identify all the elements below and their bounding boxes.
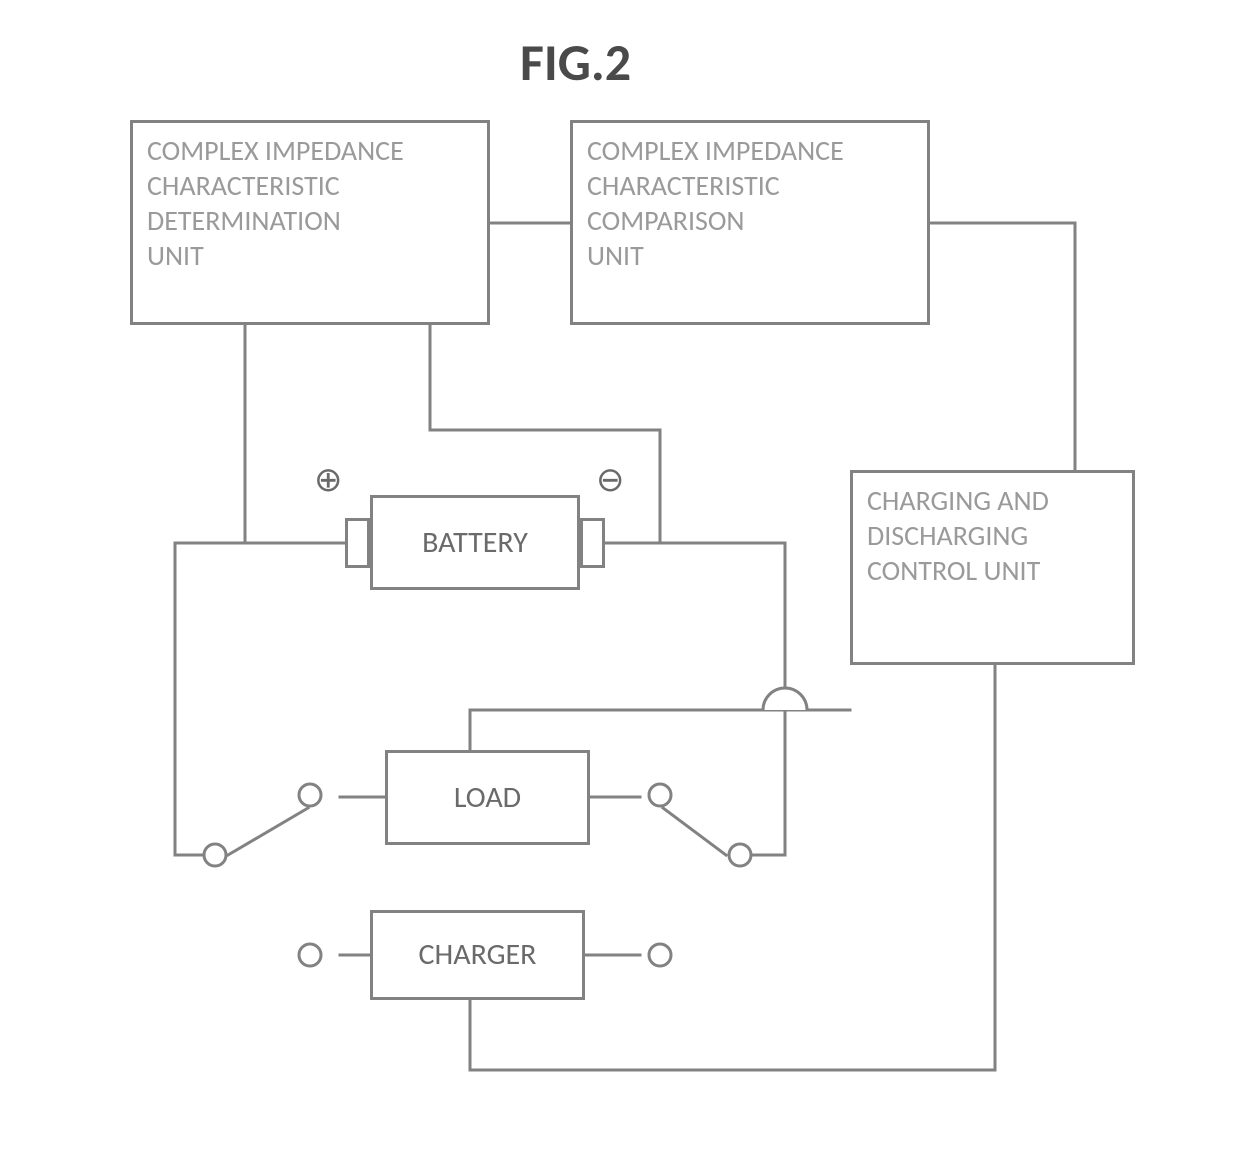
determination-unit-box: COMPLEX IMPEDANCE CHARACTERISTIC DETERMI… bbox=[130, 120, 490, 325]
battery-minus-terminal bbox=[580, 518, 605, 568]
comparison-unit-box: COMPLEX IMPEDANCE CHARACTERISTIC COMPARI… bbox=[570, 120, 930, 325]
battery-plus-terminal bbox=[345, 518, 370, 568]
load-box: LOAD bbox=[385, 750, 590, 845]
control-unit-box: CHARGING AND DISCHARGING CONTROL UNIT bbox=[850, 470, 1135, 665]
determination-unit-label: COMPLEX IMPEDANCE CHARACTERISTIC DETERMI… bbox=[147, 133, 404, 273]
battery-label: BATTERY bbox=[422, 524, 528, 562]
load-label: LOAD bbox=[454, 779, 521, 817]
charger-box: CHARGER bbox=[370, 910, 585, 1000]
comparison-unit-label: COMPLEX IMPEDANCE CHARACTERISTIC COMPARI… bbox=[587, 133, 844, 273]
charger-label: CHARGER bbox=[419, 936, 537, 974]
plus-icon: ⊕ bbox=[314, 460, 343, 501]
battery-box: BATTERY bbox=[370, 495, 580, 590]
control-unit-label: CHARGING AND DISCHARGING CONTROL UNIT bbox=[867, 483, 1049, 588]
minus-icon: ⊖ bbox=[596, 460, 625, 501]
figure-title: FIG.2 bbox=[520, 30, 631, 94]
diagram-canvas: FIG.2 COMPLEX IMPEDANCE CHARACTERISTIC D… bbox=[0, 0, 1240, 1169]
